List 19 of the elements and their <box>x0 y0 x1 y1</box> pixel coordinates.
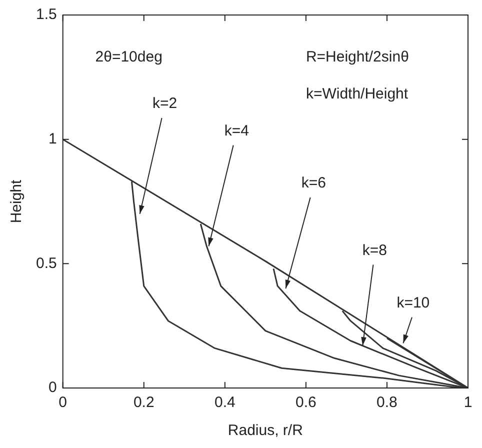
annotation: k=10 <box>396 294 430 312</box>
x-tick-label: 0.6 <box>296 394 316 412</box>
annotation: k=2 <box>152 95 178 112</box>
y-axis-title: Height <box>8 178 26 224</box>
x-tick-label: 0.4 <box>214 394 236 412</box>
x-tick-label: 0.2 <box>133 394 154 412</box>
y-tick-label: 1 <box>48 130 57 148</box>
x-tick-label: 1 <box>464 394 472 412</box>
annotation: k=4 <box>224 122 250 140</box>
annotation: k=6 <box>301 174 326 192</box>
annotation: R=Height/2sinθ <box>306 48 409 66</box>
annotation: 2θ=10deg <box>95 48 162 66</box>
annotation: k=Width/Height <box>306 86 409 103</box>
y-tick-label: 1.5 <box>36 6 57 24</box>
x-tick-label: 0.8 <box>376 394 398 412</box>
y-tick-label: 0 <box>48 379 57 396</box>
annotation: k=8 <box>362 242 387 259</box>
y-tick-label: 0.5 <box>36 254 57 272</box>
x-axis-title: Radius, r/R <box>228 422 304 440</box>
